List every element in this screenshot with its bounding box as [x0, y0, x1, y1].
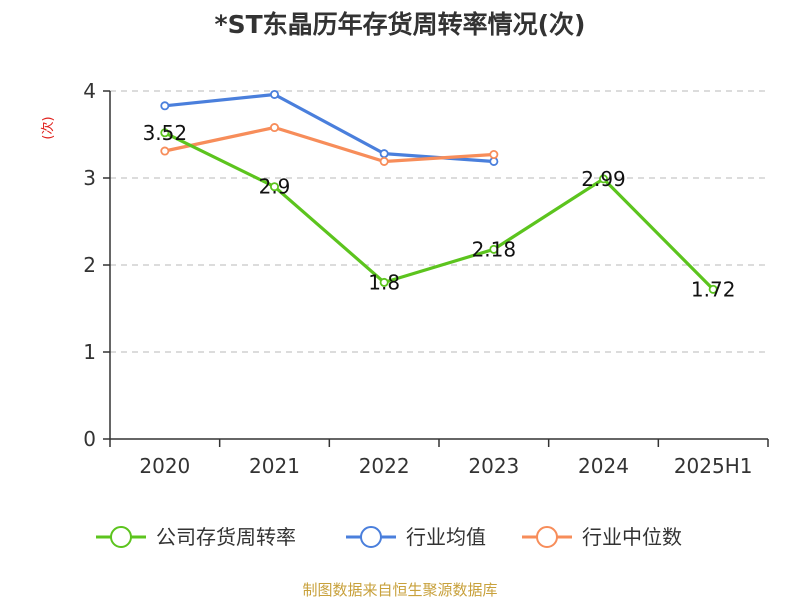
data-point — [160, 146, 170, 156]
y-axis-label: (次) — [40, 116, 56, 139]
series-lines — [160, 89, 718, 294]
data-point — [379, 277, 389, 287]
legend-swatch-marker — [110, 526, 132, 548]
legend-label: 行业均值 — [406, 525, 486, 549]
data-point — [599, 174, 609, 184]
data-point — [269, 89, 279, 99]
legend-label: 行业中位数 — [582, 525, 682, 549]
y-tick-label: 4 — [83, 79, 96, 103]
chart-title: *ST东晶历年存货周转率情况(次) — [215, 10, 586, 39]
data-label: 3.52 — [143, 121, 188, 145]
y-tick-label: 1 — [83, 340, 96, 364]
y-tick-label: 3 — [83, 166, 96, 190]
data-point — [708, 284, 718, 294]
x-tick-label: 2023 — [468, 454, 519, 478]
data-label: 2.9 — [259, 175, 291, 199]
source-note: 制图数据来自恒生聚源数据库 — [302, 581, 497, 599]
data-labels: 3.52 2.9 1.8 2.18 2.99 1.72 — [143, 121, 736, 302]
y-tick-label: 0 — [83, 427, 96, 451]
x-tick-label: 2024 — [578, 454, 629, 478]
axes: 0 1 2 3 4 2020 2021 2022 2023 2024 2025H1 — [83, 79, 769, 478]
grid-lines — [110, 90, 768, 353]
x-tick-label: 2022 — [359, 454, 410, 478]
x-tick-label: 2021 — [249, 454, 300, 478]
legend-label: 公司存货周转率 — [156, 525, 296, 549]
x-tick-label: 2025H1 — [674, 454, 753, 478]
data-label: 2.99 — [581, 167, 626, 191]
legend-swatch-marker — [536, 526, 558, 548]
data-point — [489, 244, 499, 254]
series-line — [163, 125, 496, 164]
data-point — [489, 150, 499, 160]
data-point — [269, 182, 279, 192]
data-point — [160, 101, 170, 111]
x-tick-label: 2020 — [139, 454, 190, 478]
legend-swatch-marker — [360, 526, 382, 548]
data-label: 1.72 — [691, 277, 736, 301]
legend: 公司存货周转率 行业均值 行业中位数 — [96, 525, 682, 549]
series-line — [163, 131, 715, 291]
data-point — [379, 156, 389, 166]
data-label: 2.18 — [472, 237, 517, 261]
y-tick-label: 2 — [83, 253, 96, 277]
data-point — [160, 128, 170, 138]
series-line — [163, 92, 496, 164]
data-point — [269, 123, 279, 133]
data-point — [379, 149, 389, 159]
data-label: 1.8 — [368, 270, 400, 294]
